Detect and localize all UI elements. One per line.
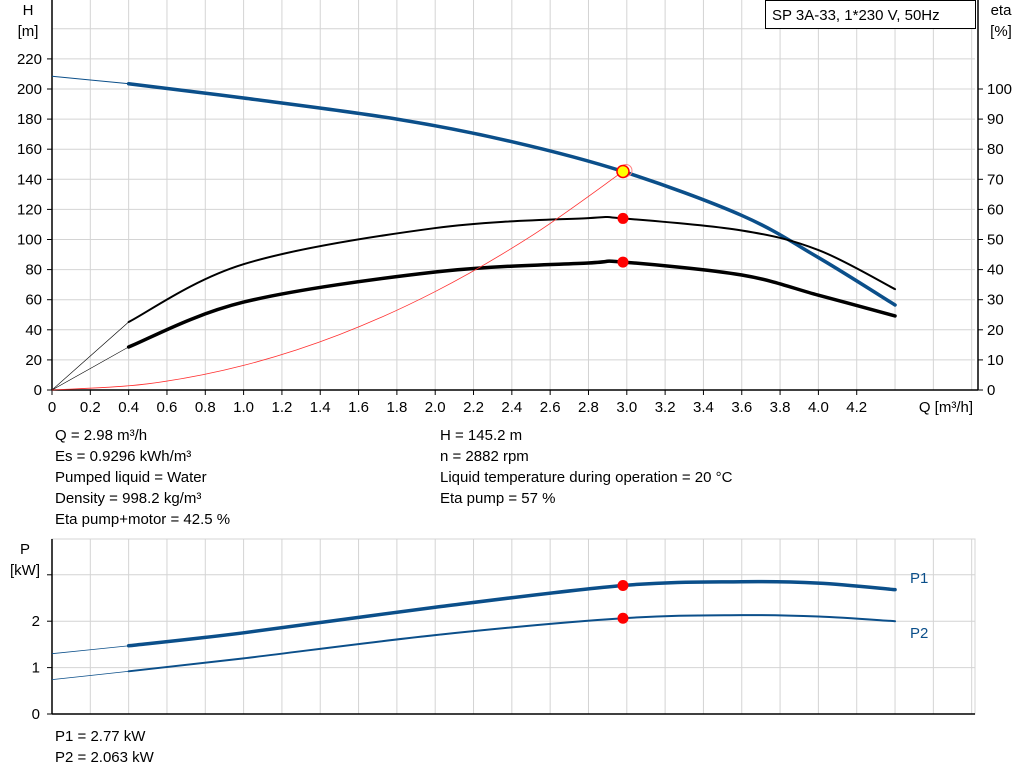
y2-axis-label: eta xyxy=(991,2,1013,19)
x-tick-label: 1.8 xyxy=(386,399,407,416)
info-temperature: Liquid temperature during operation = 20… xyxy=(440,469,733,486)
info-eta-total: Eta pump+motor = 42.5 % xyxy=(55,511,231,528)
pump-head-curve-extension xyxy=(51,75,129,85)
y2-tick-label: 60 xyxy=(987,201,1004,218)
x-tick-label: 2.6 xyxy=(540,399,561,416)
power-curve-p1 xyxy=(126,579,897,648)
y2-tick-label: 70 xyxy=(987,171,1004,188)
x-tick-label: 0.6 xyxy=(157,399,178,416)
info-speed: n = 2882 rpm xyxy=(440,448,529,465)
x-tick-label: 1.4 xyxy=(310,399,331,416)
duty-point-p1 xyxy=(617,579,629,591)
y2-tick-label: 100 xyxy=(987,81,1012,98)
info-right: H = 145.2 m n = 2882 rpm Liquid temperat… xyxy=(440,425,732,509)
y-tick-label: 60 xyxy=(25,292,42,309)
y-tick-label: 40 xyxy=(25,322,42,339)
chart-title: SP 3A-33, 1*230 V, 50Hz xyxy=(772,7,940,24)
y2-tick-label: 10 xyxy=(987,352,1004,369)
power-y-tick-label: 1 xyxy=(32,660,40,677)
y2-tick-label: 30 xyxy=(987,292,1004,309)
y2-axis-unit: [%] xyxy=(990,23,1012,40)
x-tick-label: 1.0 xyxy=(233,399,254,416)
x-axis-label: Q [m³/h] xyxy=(919,399,973,416)
info-head: H = 145.2 m xyxy=(440,427,523,444)
power-curve-p2 xyxy=(127,614,897,673)
info-energy: Es = 0.9296 kWh/m³ xyxy=(55,448,192,465)
y-tick-label: 180 xyxy=(17,111,42,128)
info-p1: P1 = 2.77 kW xyxy=(55,728,146,745)
x-tick-label: 2.8 xyxy=(578,399,599,416)
power-y-tick-label: 0 xyxy=(32,706,40,723)
x-tick-label: 0.8 xyxy=(195,399,216,416)
power-axis-label: P xyxy=(20,541,30,558)
y-tick-label: 80 xyxy=(25,262,42,279)
system-curve xyxy=(51,171,624,391)
info-left: Q = 2.98 m³/h Es = 0.9296 kWh/m³ Pumped … xyxy=(55,425,230,530)
x-tick-label: 3.2 xyxy=(655,399,676,416)
y2-tick-label: 20 xyxy=(987,322,1004,339)
eta-pump-curve xyxy=(127,215,897,323)
series-label-p2: P2 xyxy=(910,625,928,642)
legend-box xyxy=(765,0,976,29)
x-tick-label: 3.8 xyxy=(770,399,791,416)
duty-point-eta-total xyxy=(617,256,629,268)
x-tick-label: 3.0 xyxy=(616,399,637,416)
info-density: Density = 998.2 kg/m³ xyxy=(55,490,202,507)
x-tick-label: 2.4 xyxy=(501,399,522,416)
y-tick-label: 220 xyxy=(17,51,42,68)
y2-tick-label: 40 xyxy=(987,262,1004,279)
y-tick-label: 20 xyxy=(25,352,42,369)
eta-total-curve-extension xyxy=(51,346,129,391)
duty-point-p2 xyxy=(617,612,629,624)
info-eta-pump: Eta pump = 57 % xyxy=(440,490,556,507)
y-axis-label: H xyxy=(23,2,34,19)
y2-tick-label: 50 xyxy=(987,232,1004,249)
info-liquid: Pumped liquid = Water xyxy=(55,469,207,486)
y2-tick-label: 80 xyxy=(987,141,1004,158)
x-tick-label: 0.2 xyxy=(80,399,101,416)
y-tick-label: 140 xyxy=(17,171,42,188)
y-tick-label: 200 xyxy=(17,81,42,98)
power-axis-unit: [kW] xyxy=(10,562,40,579)
x-tick-label: 3.4 xyxy=(693,399,714,416)
y-tick-label: 100 xyxy=(17,232,42,249)
duty-point-head xyxy=(616,164,630,179)
y-tick-label: 160 xyxy=(17,141,42,158)
y-tick-label: 0 xyxy=(34,382,42,399)
eta-pump-curve-extension xyxy=(51,321,129,391)
y-tick-label: 120 xyxy=(17,201,42,218)
x-tick-label: 0.4 xyxy=(118,399,139,416)
y2-tick-label: 0 xyxy=(987,382,995,399)
series-label-p1: P1 xyxy=(910,570,928,587)
x-tick-label: 4.0 xyxy=(808,399,829,416)
power-curve-p2-extension xyxy=(51,670,129,681)
x-tick-label: 1.6 xyxy=(348,399,369,416)
x-tick-label: 3.6 xyxy=(731,399,752,416)
y2-tick-label: 90 xyxy=(987,111,1004,128)
power-y-tick-label: 2 xyxy=(32,613,40,630)
x-tick-label: 2.2 xyxy=(463,399,484,416)
x-tick-label: 2.0 xyxy=(425,399,446,416)
info-p2: P2 = 2.063 kW xyxy=(55,749,154,766)
y-axis-unit: [m] xyxy=(18,23,39,40)
power-info: P1 = 2.77 kW P2 = 2.063 kW xyxy=(55,726,154,768)
x-tick-label: 1.2 xyxy=(271,399,292,416)
x-tick-label: 0 xyxy=(48,399,56,416)
power-curve-p1-extension xyxy=(51,645,129,655)
pump-head-curve xyxy=(126,81,897,307)
info-flow: Q = 2.98 m³/h xyxy=(55,427,148,444)
duty-point-eta-pump xyxy=(617,212,629,224)
x-tick-label: 4.2 xyxy=(846,399,867,416)
eta-total-curve xyxy=(126,259,897,349)
